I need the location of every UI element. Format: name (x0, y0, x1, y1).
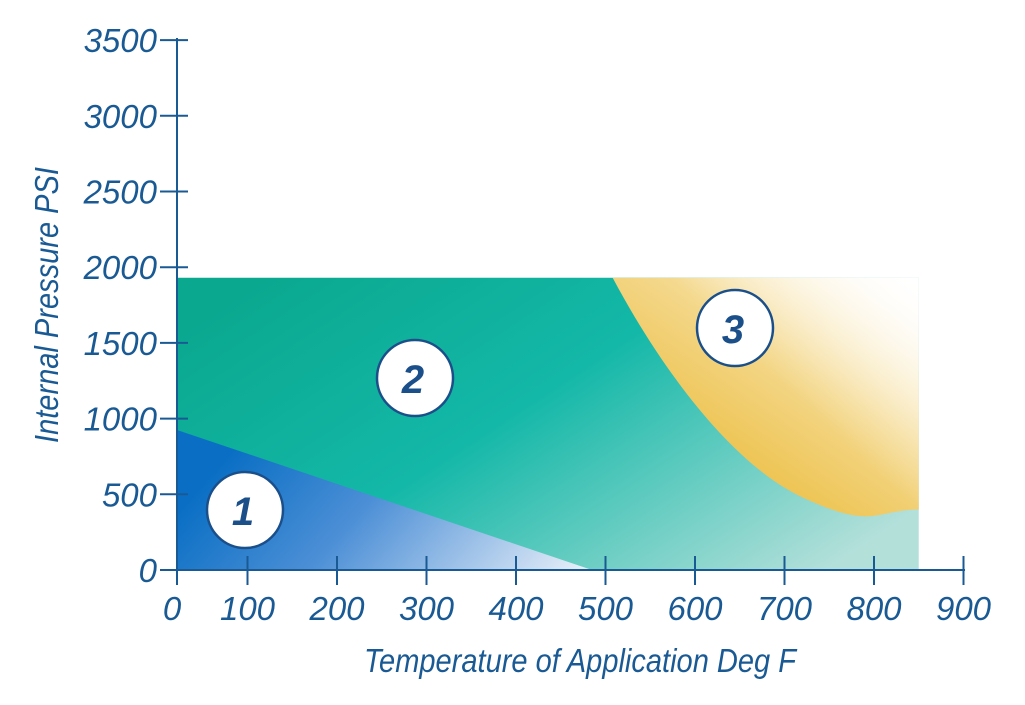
y-tick-label: 500 (102, 476, 158, 513)
zone-labels: 1 2 3 (205, 288, 775, 550)
zone-3-label: 3 (722, 308, 744, 352)
x-tick-label: 700 (757, 590, 813, 627)
zone-1-label: 1 (232, 490, 254, 534)
x-tick-label: 300 (399, 590, 455, 627)
x-tick-label: 200 (308, 590, 365, 627)
y-tick-label: 0 (139, 552, 158, 589)
zone-2-label: 2 (401, 358, 424, 402)
zone-3-badge (695, 288, 775, 368)
y-tick-label: 2000 (83, 249, 158, 286)
x-tick-label: 0 (163, 590, 182, 627)
y-tick-label: 1000 (84, 401, 158, 438)
y-tick-label: 3000 (84, 98, 158, 135)
x-tick-label: 900 (936, 590, 992, 627)
y-tick-label: 3500 (84, 22, 158, 59)
zone-1-badge (205, 470, 285, 550)
x-axis-title: Temperature of Application Deg F (364, 642, 798, 679)
axes: 0 100 200 300 400 500 600 700 800 900 0 500 1000 1500… (83, 22, 992, 627)
x-tick-label: 600 (667, 590, 723, 627)
y-axis-title: Internal Pressure PSI (28, 167, 65, 443)
x-tick-label: 100 (220, 590, 276, 627)
y-tick-label: 1500 (84, 325, 158, 362)
x-tick-label: 400 (488, 590, 544, 627)
zone-fade (605, 277, 919, 570)
x-tick-label: 800 (846, 590, 902, 627)
y-tick-label: 2500 (83, 174, 158, 211)
zone-1-area (177, 429, 593, 570)
x-tick-label: 500 (578, 590, 634, 627)
regions (177, 277, 919, 570)
zone-2-badge (375, 338, 455, 418)
